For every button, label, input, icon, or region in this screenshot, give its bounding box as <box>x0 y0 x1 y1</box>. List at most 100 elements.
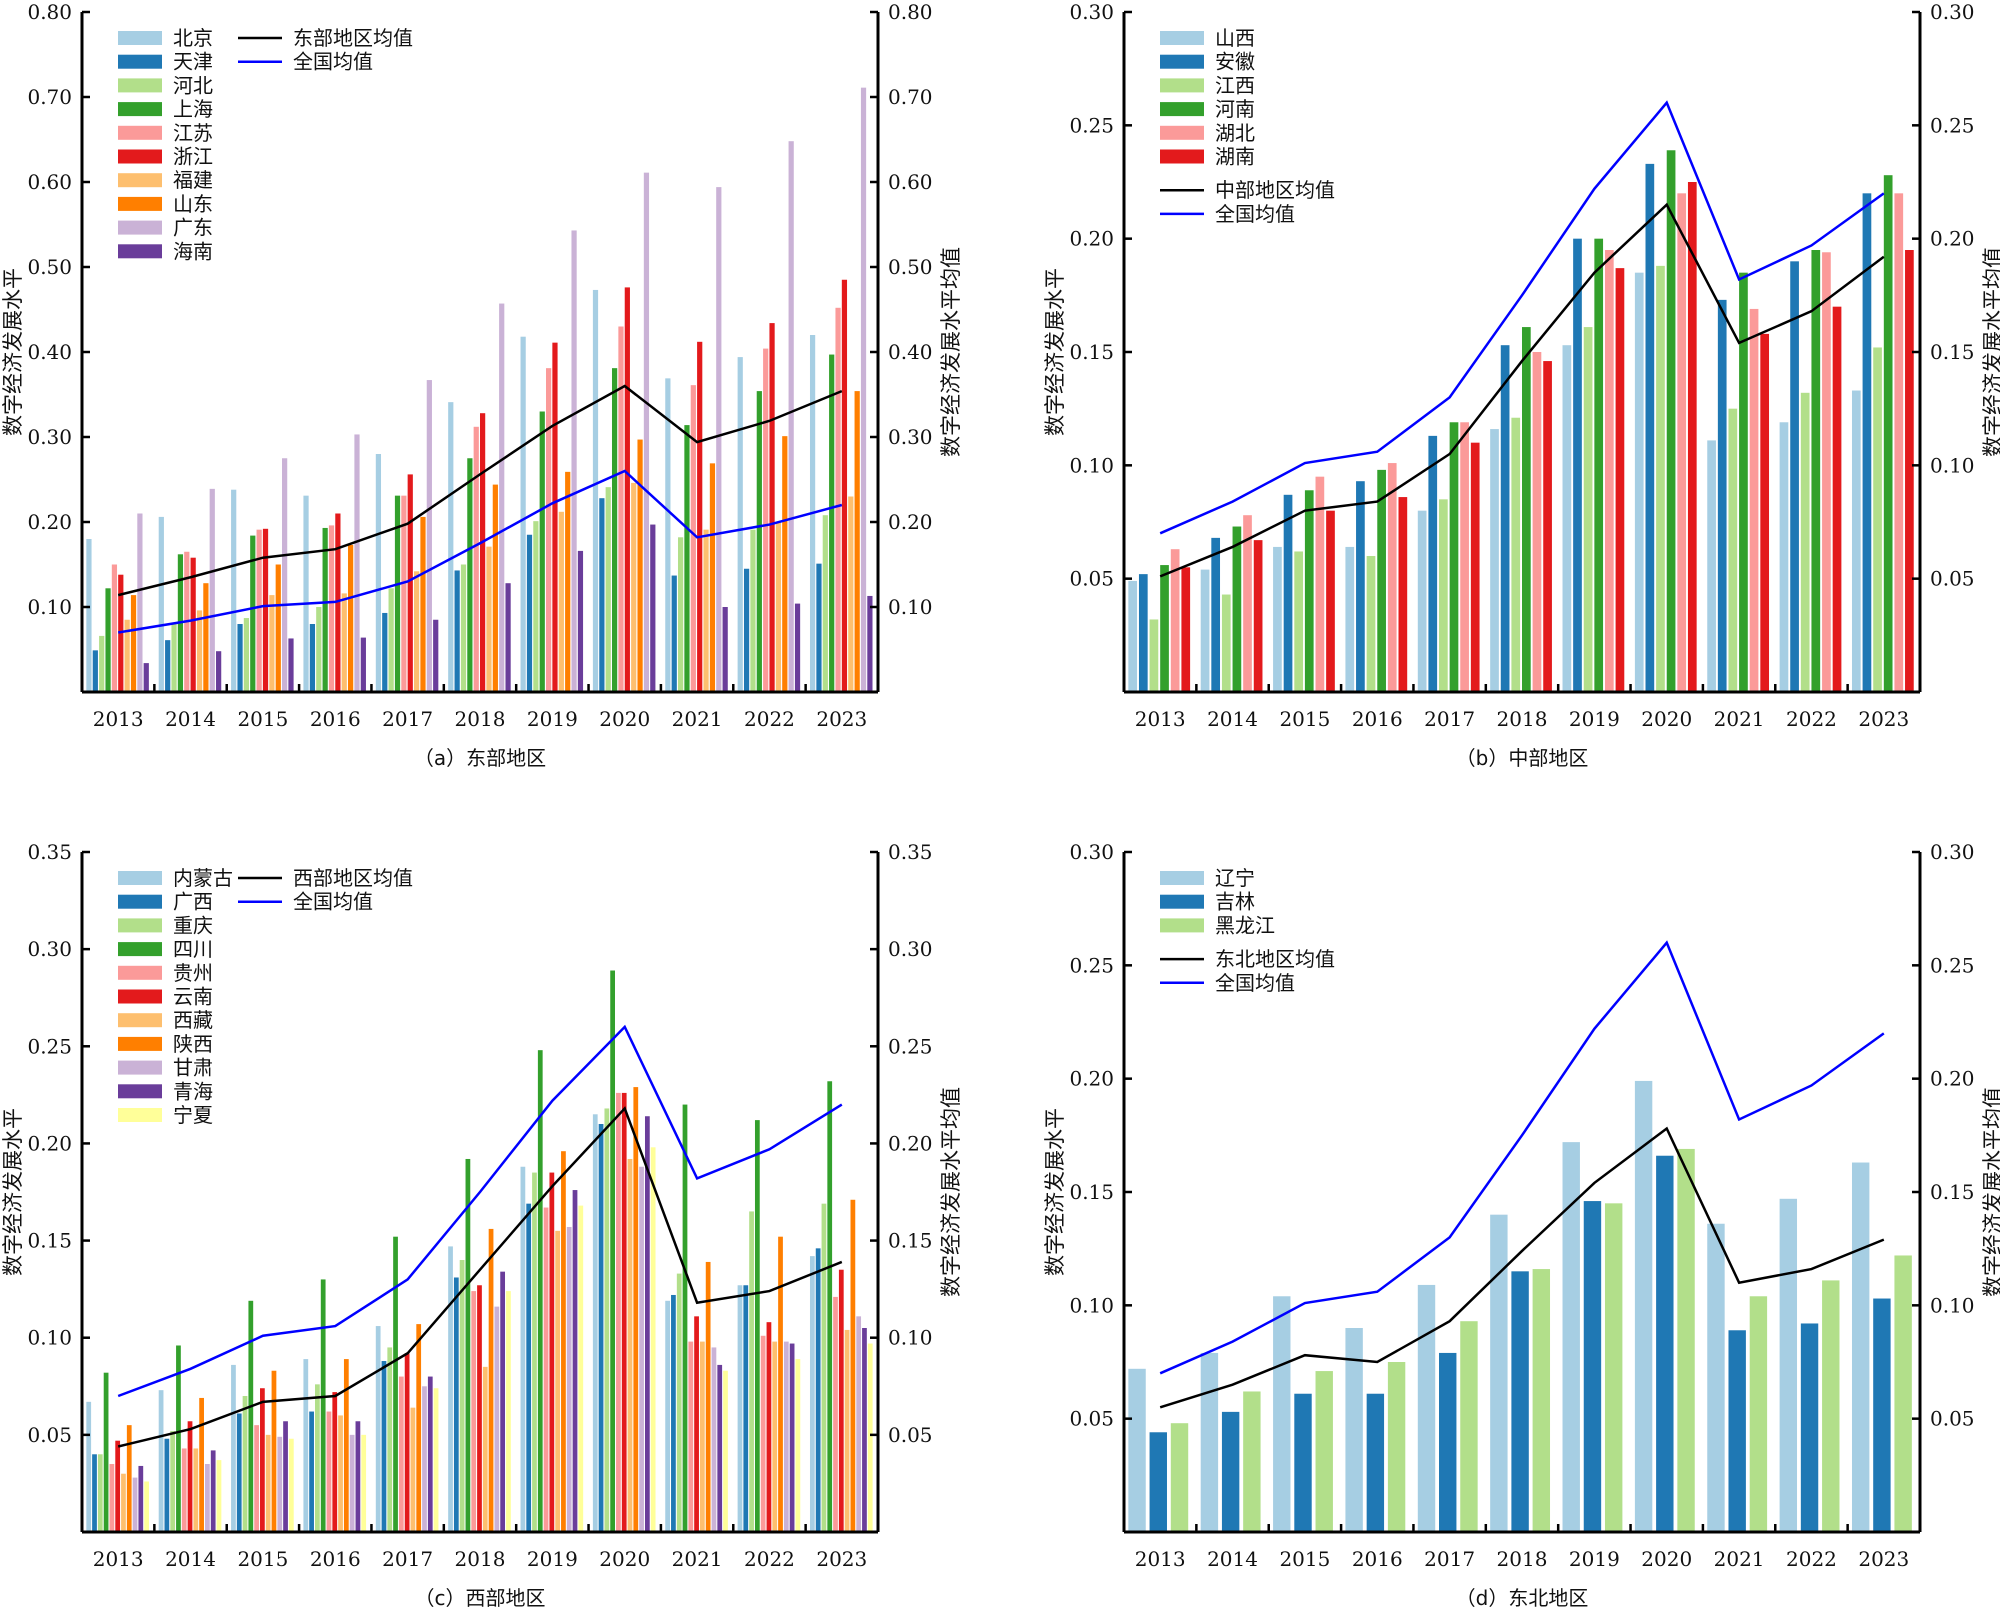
bar-山东-2017 <box>420 516 426 692</box>
legend-label: 河北 <box>173 73 213 97</box>
x-tick-label: 2019 <box>1569 1547 1620 1571</box>
bar-吉林-2022 <box>1800 1323 1819 1532</box>
bar-湖南-2022 <box>1832 306 1842 692</box>
y-tick-label: 0.10 <box>27 595 72 619</box>
x-tick-label: 2013 <box>93 707 144 731</box>
bar-湖北-2018 <box>1532 352 1542 692</box>
bar-辽宁-2020 <box>1634 1080 1653 1532</box>
bar-北京-2017 <box>375 454 382 692</box>
x-tick-label: 2022 <box>744 707 795 731</box>
legend-swatch <box>118 125 162 140</box>
legend-label: 云南 <box>173 985 213 1009</box>
bar-广西-2021 <box>671 1294 676 1532</box>
bar-天津-2019 <box>526 534 533 692</box>
bar-湖南-2019 <box>1615 268 1625 692</box>
bar-宁夏-2016 <box>361 1434 367 1532</box>
legend-label: 山西 <box>1215 26 1255 50</box>
bar-山西-2019 <box>1562 345 1572 692</box>
legend-label: 全国均值 <box>293 890 373 914</box>
bar-甘肃-2020 <box>639 1166 644 1532</box>
bar-宁夏-2018 <box>506 1291 511 1532</box>
bar-广西-2014 <box>164 1438 170 1532</box>
bar-湖北-2022 <box>1822 252 1831 692</box>
bar-安徽-2017 <box>1428 435 1438 692</box>
y-tick-label-right: 0.25 <box>888 1034 933 1058</box>
bar-宁夏-2022 <box>795 1359 801 1532</box>
bar-重庆-2021 <box>676 1273 682 1532</box>
legend-swatch <box>118 173 162 188</box>
y-tick-label-right: 0.30 <box>1930 840 1975 864</box>
bar-江苏-2018 <box>473 426 479 692</box>
bar-北京-2021 <box>665 378 671 692</box>
legend-swatch <box>1160 918 1204 933</box>
bar-陕西-2019 <box>561 1151 566 1532</box>
bar-贵州-2014 <box>181 1448 187 1532</box>
bar-河南-2014 <box>1232 526 1242 692</box>
y-tick-label: 0.20 <box>1069 227 1114 251</box>
bar-湖南-2013 <box>1181 567 1191 692</box>
x-tick-label: 2015 <box>237 707 288 731</box>
bar-广东-2016 <box>354 434 360 692</box>
y-axis-title: 数字经济发展水平 <box>1043 1108 1067 1276</box>
y-tick-label: 0.20 <box>1069 1067 1114 1091</box>
bar-甘肃-2014 <box>205 1464 210 1532</box>
bar-福建-2016 <box>341 593 347 692</box>
legend-label: 四川 <box>173 937 213 961</box>
bar-辽宁-2017 <box>1417 1284 1436 1532</box>
bar-福建-2020 <box>631 482 637 692</box>
y-axis-title-right: 数字经济发展水平均值 <box>939 247 963 457</box>
bar-天津-2022 <box>743 568 750 692</box>
bar-宁夏-2015 <box>288 1438 294 1532</box>
legend-swatch <box>118 1084 162 1099</box>
panel-caption: （d）东北地区 <box>1456 1586 1589 1610</box>
bar-广东-2022 <box>788 141 794 692</box>
bar-贵州-2018 <box>471 1291 477 1532</box>
bar-湖北-2019 <box>1604 250 1614 692</box>
bar-江苏-2022 <box>763 348 769 692</box>
bar-河北-2014 <box>171 624 177 692</box>
bar-黑龙江-2018 <box>1532 1269 1551 1532</box>
bar-西藏-2021 <box>699 1341 705 1532</box>
bar-山西-2021 <box>1707 440 1716 692</box>
bar-四川-2019 <box>537 1050 543 1532</box>
bar-天津-2023 <box>816 563 822 692</box>
bar-黑龙江-2021 <box>1749 1296 1768 1532</box>
x-tick-label: 2015 <box>237 1547 288 1571</box>
bar-西藏-2019 <box>555 1230 561 1532</box>
legend-swatch <box>118 220 162 235</box>
bar-湖北-2015 <box>1315 476 1325 692</box>
bar-甘肃-2018 <box>494 1306 500 1532</box>
bar-海南-2023 <box>867 595 873 692</box>
bar-浙江-2023 <box>841 279 848 692</box>
bar-四川-2016 <box>320 1279 326 1532</box>
bar-贵州-2015 <box>254 1425 259 1532</box>
y-tick-label: 0.80 <box>27 0 72 24</box>
bar-安徽-2023 <box>1862 193 1872 692</box>
legend-label: 全国均值 <box>293 50 373 74</box>
legend-label: 广西 <box>173 890 213 914</box>
bar-广东-2023 <box>860 87 867 692</box>
bar-湖北-2021 <box>1749 308 1759 692</box>
bar-江西-2018 <box>1511 417 1521 692</box>
bar-重庆-2023 <box>821 1203 827 1532</box>
bar-广西-2016 <box>309 1411 314 1532</box>
bar-吉林-2017 <box>1439 1352 1457 1532</box>
bar-西藏-2023 <box>844 1329 850 1532</box>
bar-河南-2020 <box>1666 150 1676 692</box>
bar-云南-2021 <box>694 1316 699 1532</box>
bar-陕西-2015 <box>271 1370 277 1532</box>
bar-西藏-2016 <box>338 1415 343 1532</box>
bar-浙江-2013 <box>118 574 124 692</box>
bar-天津-2018 <box>454 570 460 692</box>
legend-label: 江苏 <box>173 121 213 145</box>
legend-swatch <box>1160 54 1204 69</box>
legend-swatch <box>1160 894 1204 909</box>
bar-青海-2020 <box>644 1116 650 1532</box>
bar-山东-2020 <box>637 439 643 692</box>
bar-河南-2013 <box>1160 565 1169 692</box>
bar-陕西-2020 <box>633 1087 639 1532</box>
bar-山西-2020 <box>1634 272 1644 692</box>
